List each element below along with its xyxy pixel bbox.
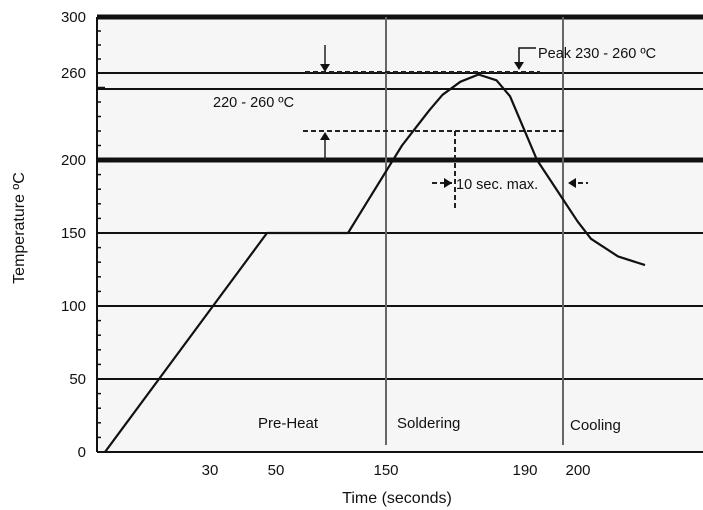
temperature-profile-line	[104, 73, 646, 453]
range-arrowhead-bottom	[320, 132, 330, 140]
y-tick-label: 200	[61, 152, 86, 169]
phase-dividers	[385, 17, 564, 445]
x-axis-title: Time (seconds)	[342, 490, 452, 507]
y-tick-label: 50	[69, 371, 86, 388]
x-tick-label: 50	[268, 462, 285, 479]
y-axis: 0 50 100 150 200 260 300	[61, 9, 105, 461]
peak-pointer	[518, 47, 536, 62]
duration-annotation: 10 sec. max.	[456, 177, 538, 193]
duration-arrowhead-left	[444, 178, 452, 188]
y-tick-label: 100	[61, 298, 86, 315]
y-tick-label: 260	[61, 65, 86, 82]
peak-annotation: Peak 230 - 260 ºC	[538, 46, 656, 62]
peak-arrowhead	[514, 62, 524, 70]
phase-label-preheat: Pre-Heat	[258, 415, 319, 432]
x-tick-label: 200	[565, 462, 590, 479]
gridlines	[97, 14, 703, 453]
y-tick-label: 0	[78, 444, 86, 461]
x-tick-label: 150	[373, 462, 398, 479]
y-tick-label: 150	[61, 225, 86, 242]
range-annotation: 220 - 260 ºC	[213, 95, 294, 111]
duration-arrowhead-right	[568, 178, 576, 188]
x-tick-label: 30	[202, 462, 219, 479]
series	[104, 73, 646, 453]
plot-background	[97, 17, 703, 452]
range-arrowhead-top	[320, 64, 330, 72]
x-axis: 30 50 150 190 200	[97, 451, 703, 479]
y-tick-label: 300	[61, 9, 86, 26]
y-axis-title: Temperature ºC	[11, 172, 28, 284]
x-tick-label: 190	[512, 462, 537, 479]
annotations	[303, 45, 588, 210]
phase-label-soldering: Soldering	[397, 415, 460, 432]
phase-label-cooling: Cooling	[570, 417, 621, 434]
plot-area	[97, 17, 703, 452]
